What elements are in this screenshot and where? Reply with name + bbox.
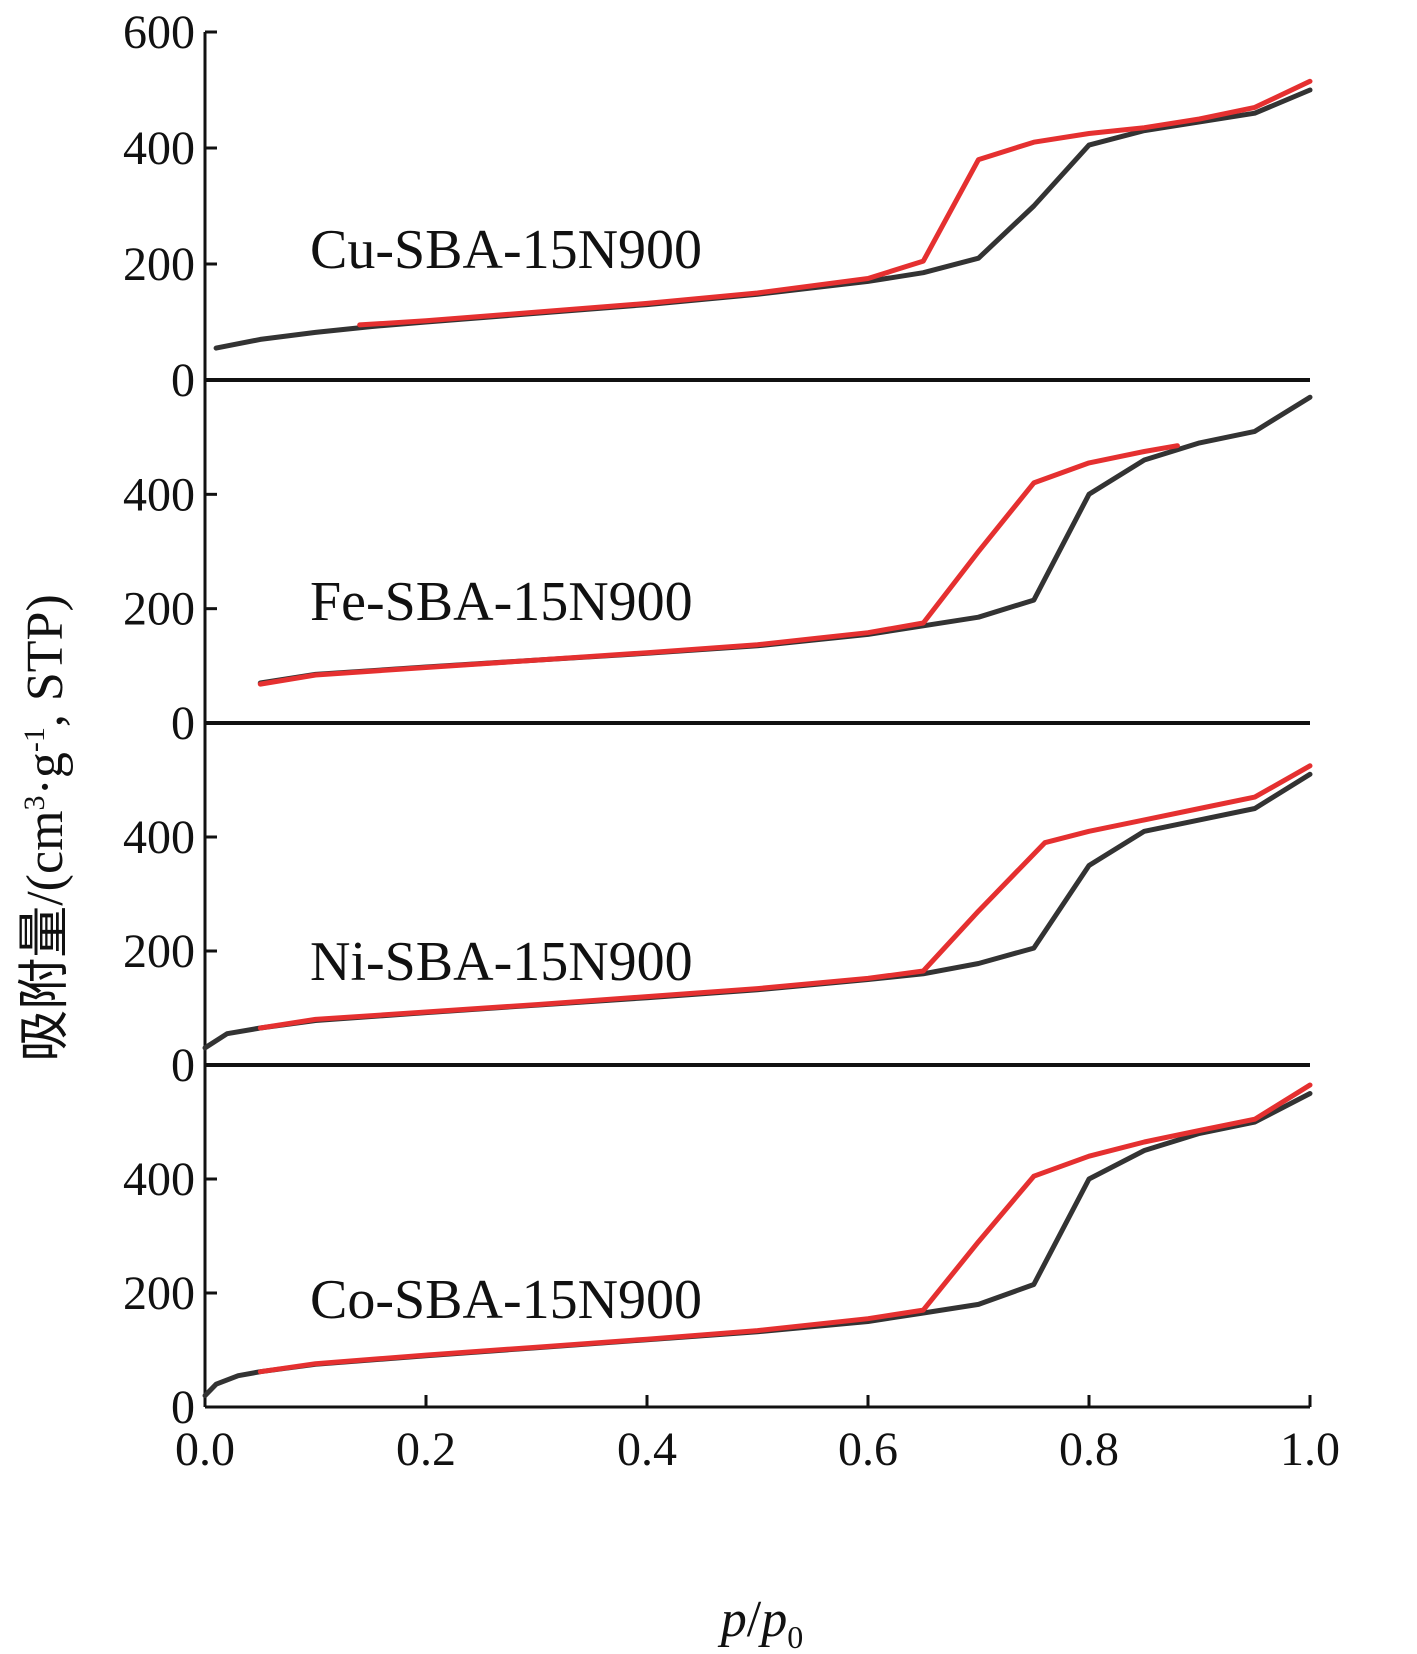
y-tick-label: 200	[123, 238, 195, 291]
x-axis-title-p0: p	[757, 1591, 787, 1648]
panel-label: Ni-SBA-15N900	[310, 931, 693, 993]
y-tick-label: 0	[171, 697, 195, 750]
x-axis-title-sub: 0	[787, 1619, 803, 1654]
x-axis-title-p: p	[717, 1591, 747, 1648]
y-tick-label: 0	[171, 354, 195, 407]
adsorption-curve	[202, 771, 1313, 1051]
series-layer	[202, 78, 1313, 1399]
y-tick-label: 200	[123, 925, 195, 978]
y-tick-label: 400	[123, 811, 195, 864]
y-tick-label: 400	[123, 122, 195, 175]
y-axis-title-supm1: -1	[18, 727, 51, 752]
desorption-curve	[357, 78, 1313, 328]
x-tick-label: 0.6	[838, 1423, 898, 1476]
y-tick-label: 400	[123, 468, 195, 521]
labels-layer: 0 200 400 600 Cu-SBA-15N900 0 200 400 Fe-SBA-15N…	[123, 6, 1340, 1476]
x-tick-label: 0.4	[617, 1423, 677, 1476]
x-tick-label: 0.0	[175, 1423, 235, 1476]
y-tick-label: 200	[123, 583, 195, 636]
y-axis-title: 吸附量/(cm3·g-1, STP)	[17, 594, 74, 1062]
adsorption-curve	[202, 1091, 1313, 1399]
desorption-curve	[257, 763, 1313, 1031]
y-tick-label: 400	[123, 1153, 195, 1206]
y-tick-label: 200	[123, 1267, 195, 1320]
x-tick-label: 0.8	[1059, 1423, 1119, 1476]
adsorption-curve	[213, 87, 1313, 351]
axes-layer	[203, 30, 1312, 1409]
desorption-curve	[257, 1082, 1313, 1375]
y-axis-title-sup3: 3	[18, 795, 51, 810]
x-tick-label: 1.0	[1280, 1423, 1340, 1476]
y-axis-title-mid: ·g	[17, 752, 74, 795]
x-tick-label: 0.2	[396, 1423, 456, 1476]
panel-label: Cu-SBA-15N900	[310, 219, 702, 281]
y-axis-title-post: , STP)	[17, 594, 74, 727]
y-tick-label: 0	[171, 1381, 195, 1434]
desorption-curve	[257, 443, 1180, 687]
panel-label: Co-SBA-15N900	[310, 1269, 702, 1331]
x-axis-title-sep: /	[747, 1591, 762, 1648]
y-tick-label: 600	[123, 6, 195, 59]
panel-label: Fe-SBA-15N900	[310, 571, 693, 633]
y-axis-title-pre: 吸附量/(cm	[17, 810, 74, 1061]
y-tick-label: 0	[171, 1039, 195, 1092]
x-axis-title: p/p0	[717, 1591, 803, 1654]
